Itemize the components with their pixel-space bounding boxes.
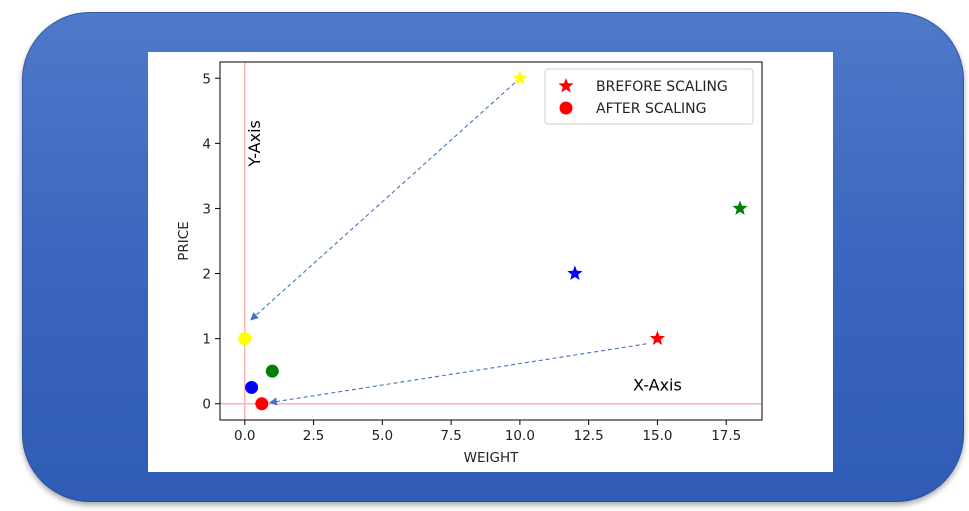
y-tick-label: 3 <box>202 201 211 217</box>
plot-frame <box>219 61 763 421</box>
star-point-1 <box>512 70 528 85</box>
y-axis-label: PRICE <box>176 221 192 260</box>
legend: BREFORE SCALING AFTER SCALING <box>544 68 754 125</box>
annotation-x-axis: X-Axis <box>633 376 682 395</box>
legend-box <box>544 68 754 125</box>
circle-point-3 <box>255 397 269 411</box>
legend-label: BREFORE SCALING <box>596 79 728 95</box>
circle-point-4 <box>265 364 279 378</box>
x-tick-label: 2.5 <box>303 428 324 444</box>
x-tick-label: 0.0 <box>234 428 255 444</box>
x-axis-label: WEIGHT <box>464 450 519 466</box>
x-tick-label: 15.0 <box>642 428 672 444</box>
star-point-3 <box>649 330 666 346</box>
legend-star-marker <box>558 78 574 93</box>
y-tick-label: 1 <box>202 332 211 348</box>
x-tick-label: 7.5 <box>440 428 461 444</box>
legend-circle-marker <box>559 101 573 115</box>
x-tick-label: 5.0 <box>372 428 393 444</box>
star-point-2 <box>567 265 583 281</box>
circle-point-1 <box>238 332 252 346</box>
y-tick-label: 0 <box>202 397 211 413</box>
legend-label: AFTER SCALING <box>596 101 706 117</box>
star-point-4 <box>732 200 748 215</box>
circle-point-2 <box>245 380 259 394</box>
y-tick-label: 2 <box>202 267 211 283</box>
x-tick-label: 12.5 <box>574 428 604 444</box>
scaling-arrow-1 <box>250 77 521 321</box>
y-tick-label: 4 <box>202 136 211 152</box>
x-tick-label: 10.0 <box>505 428 535 444</box>
annotation-y-axis: Y-Axis <box>245 120 264 168</box>
scaling-arrow-2 <box>268 343 647 406</box>
y-tick-label: 5 <box>202 71 211 87</box>
x-tick-label: 17.5 <box>711 428 741 444</box>
